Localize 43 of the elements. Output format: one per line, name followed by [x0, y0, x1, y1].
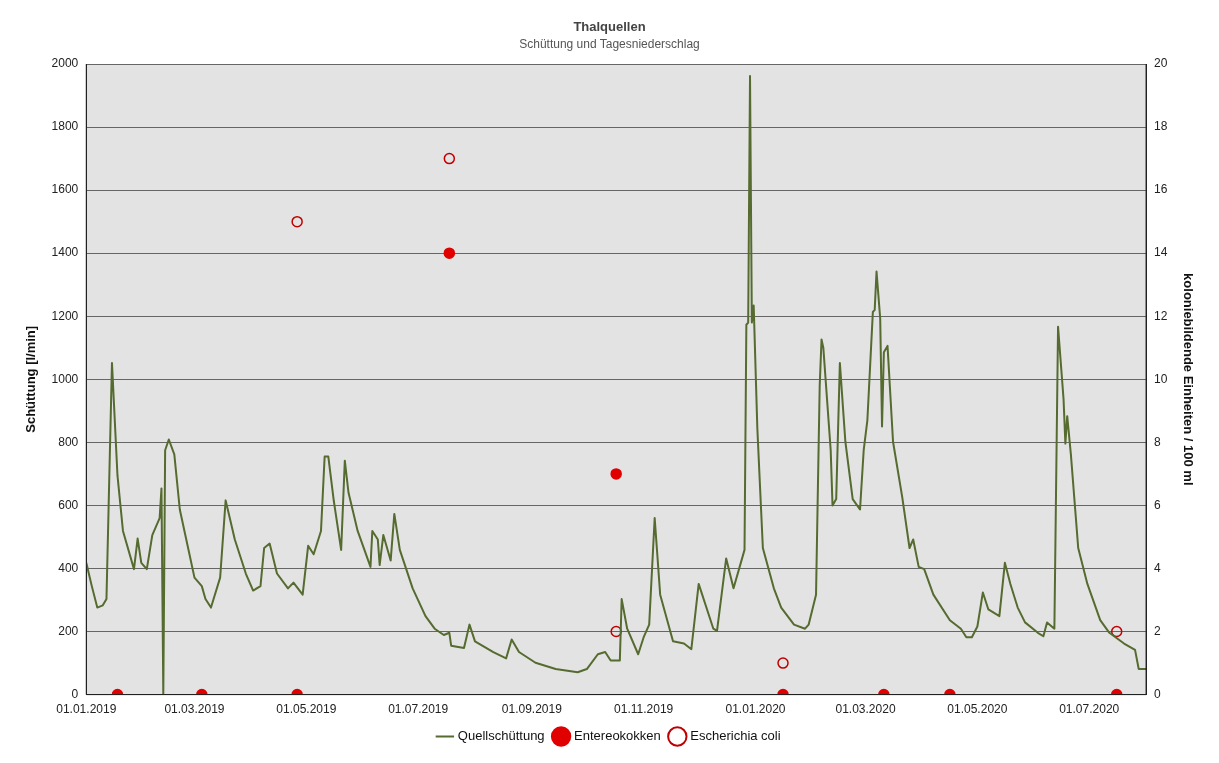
y-tick-label: 1200 [51, 308, 79, 323]
y-tick-label: 1000 [51, 371, 79, 386]
y2-tick-label: 16 [1154, 182, 1168, 197]
y-tick-label: 800 [58, 434, 79, 449]
legend-label: Escherichia coli [690, 728, 781, 744]
y2-tick-label: 18 [1154, 119, 1168, 134]
legend-label: Entereokokken [574, 728, 661, 744]
legend-label: Quellschüttung [457, 728, 545, 744]
y2-tick-label: 8 [1154, 434, 1162, 449]
x-tick-label: 01.07.2019 [388, 702, 449, 717]
point [291, 215, 303, 228]
y-axis-title: Schüttung [l/min] [23, 325, 39, 433]
x-tick-label: 01.05.2019 [276, 702, 337, 717]
point [443, 247, 456, 259]
x-tick-label: 01.01.2020 [725, 702, 786, 717]
x-tick-label: 01.07.2020 [1059, 702, 1120, 717]
chart-subtitle: Schüttung und Tagesniederschlag [519, 37, 700, 52]
y2-axis-title: koloniebildende Einheiten / 100 ml [1180, 273, 1196, 486]
y-tick-label: 0 [71, 686, 79, 701]
y2-tick-label: 14 [1154, 245, 1168, 260]
y-tick-label: 200 [58, 623, 79, 638]
x-tick-label: 01.03.2020 [835, 702, 896, 717]
y-tick-label: 2000 [51, 56, 79, 71]
x-tick-label: 01.03.2019 [164, 702, 225, 717]
y-tick-label: 400 [58, 560, 79, 575]
y2-tick-label: 10 [1154, 371, 1168, 386]
y-tick-label: 1400 [51, 245, 79, 260]
x-tick-label: 01.09.2019 [501, 702, 563, 717]
y-tick-label: 600 [58, 497, 79, 512]
chart-title: Thalquellen [573, 19, 646, 35]
y-tick-label: 1600 [51, 182, 79, 197]
x-tick-label: 01.01.2019 [56, 702, 117, 717]
y2-tick-label: 12 [1154, 308, 1168, 323]
point [443, 152, 456, 165]
y2-tick-label: 4 [1154, 560, 1162, 575]
x-tick-label: 01.11.2019 [614, 702, 674, 717]
point [610, 468, 622, 480]
x-tick-label: 01.05.2020 [947, 702, 1008, 717]
y2-tick-label: 0 [1154, 686, 1162, 701]
y2-tick-label: 6 [1154, 497, 1162, 512]
y-tick-label: 1800 [51, 119, 79, 134]
y2-tick-label: 20 [1154, 56, 1168, 71]
y2-tick-label: 2 [1154, 623, 1162, 638]
